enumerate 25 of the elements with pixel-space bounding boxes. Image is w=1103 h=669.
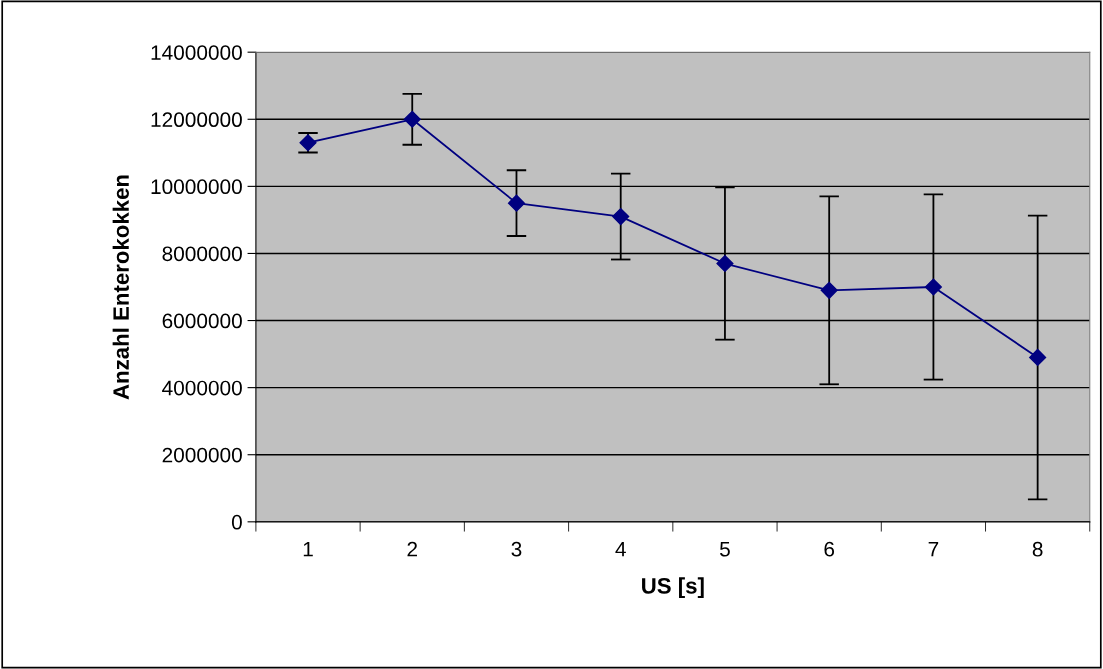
x-tick-label: 3	[511, 541, 522, 557]
y-tick-label: 10000000	[151, 179, 242, 195]
point	[820, 281, 838, 299]
point	[1029, 348, 1047, 366]
y-tick-label: 4000000	[162, 380, 242, 396]
x-tick-label: 2	[407, 541, 417, 557]
point	[507, 194, 526, 212]
x-tick-label: 5	[719, 542, 730, 557]
point	[924, 278, 942, 296]
y-tick-label: 12000000	[151, 112, 242, 128]
y-tick-label: 0	[231, 514, 242, 530]
x-tick-label: 7	[928, 542, 939, 557]
y-tick-label: 14000000	[151, 45, 242, 60]
point	[403, 110, 421, 128]
x-axis-title: US [s]	[642, 577, 704, 599]
y-tick-label: 2000000	[162, 447, 242, 463]
x-tick-label: 1	[303, 542, 313, 557]
point	[716, 254, 734, 273]
y-tick-label: 8000000	[162, 246, 242, 262]
y-tick-label: 6000000	[162, 313, 242, 329]
y-axis-title: Anzahl Enterokokken	[112, 175, 129, 400]
x-tick-label: 8	[1032, 541, 1043, 557]
x-tick-label: 4	[615, 542, 626, 557]
point	[612, 208, 630, 226]
x-tick-label: 6	[824, 541, 835, 557]
